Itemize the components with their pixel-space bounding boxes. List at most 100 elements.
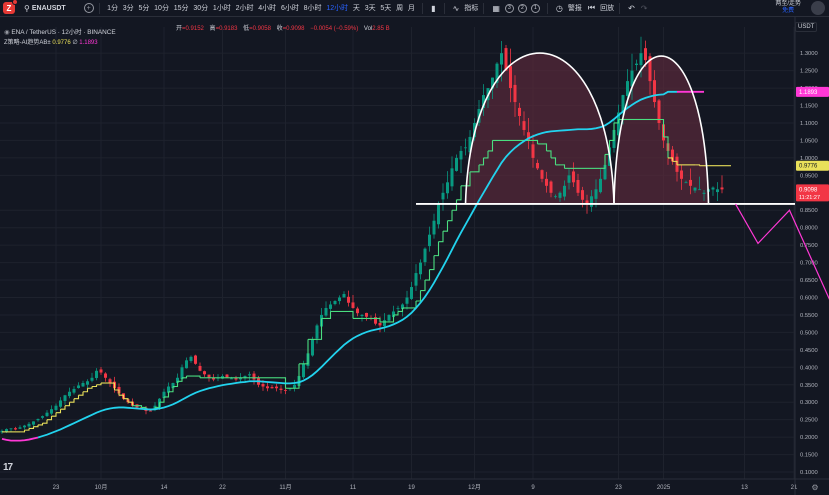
profile-title: 两至/走势	[775, 1, 801, 7]
timeframe-1[interactable]: 3分	[122, 5, 134, 12]
y-tick-label: 0.6000	[800, 296, 818, 302]
candle-body	[626, 81, 629, 96]
left-dome-fill	[465, 53, 614, 204]
timeframe-3[interactable]: 10分	[154, 5, 169, 12]
candle-body	[495, 63, 499, 83]
trend-segment	[168, 386, 174, 393]
timeframe-15[interactable]: 周	[396, 5, 404, 12]
trend-segment	[195, 375, 201, 378]
timeframe-5[interactable]: 30分	[193, 5, 209, 12]
trend-segment	[317, 318, 323, 340]
trend-segment	[87, 386, 93, 389]
candle-body	[509, 66, 512, 89]
price-chart[interactable]: 1.30001.25001.20001.15001.10001.05001.00…	[0, 17, 829, 495]
alert-clock-icon[interactable]: ◷	[555, 3, 563, 13]
candle-body	[504, 48, 508, 71]
symbol-name[interactable]: ENAUSDT	[31, 4, 66, 12]
candle-body	[324, 307, 328, 316]
avatar[interactable]	[811, 1, 825, 15]
trend-segment	[47, 416, 53, 421]
y-tick-label: 0.3500	[800, 383, 818, 389]
timeframe-6[interactable]: 1小时	[212, 5, 231, 12]
indicator-value-magenta: 1.1893	[79, 40, 98, 46]
toolbar-divider	[483, 2, 485, 14]
candle-body	[392, 311, 395, 318]
candle-body	[378, 322, 382, 326]
indicators-icon[interactable]: ∿	[452, 3, 460, 13]
indicator-legend[interactable]: Z策略-AI趋势AB± 0.9776 ∅ 1.1893	[4, 37, 98, 46]
candle-body	[266, 386, 269, 389]
indicator-value-empty: ∅	[72, 40, 78, 46]
trend-segment	[398, 307, 404, 313]
candle-body	[518, 107, 521, 117]
y-tick-label: 1.1000	[800, 121, 818, 127]
candle-body	[513, 84, 517, 103]
timeframe-10[interactable]: 8小时	[303, 5, 322, 12]
candle-body	[576, 179, 580, 193]
x-tick-label: 12月	[468, 484, 481, 491]
candle-body	[536, 162, 539, 169]
timeframe-2[interactable]: 5分	[138, 5, 150, 12]
alert-button[interactable]: 警报	[567, 5, 582, 12]
timeframe-0[interactable]: 1分	[107, 5, 118, 12]
trend-segment	[281, 377, 287, 389]
gear-icon[interactable]: ⚙	[811, 483, 818, 492]
current-price-label-bg	[796, 184, 829, 202]
replay-icon[interactable]: ⏮	[587, 3, 596, 12]
low-value: =0.9058	[249, 26, 271, 32]
timeframe-4[interactable]: 15分	[173, 5, 189, 12]
candle-body	[657, 100, 661, 123]
layout-badge-3[interactable]: 3	[504, 3, 514, 13]
timeframe-9[interactable]: 6小时	[280, 5, 299, 12]
currency-selector[interactable]: USDT	[795, 22, 818, 32]
trend-segment	[182, 376, 188, 379]
timeframe-11[interactable]: 12小时	[326, 5, 349, 12]
trend-segment	[416, 290, 422, 302]
app-logo[interactable]: Z	[3, 0, 18, 14]
timeframe-list: 1分 3分 5分 10分 15分 30分 1小时 2小时 4小时 6小时 8小时 12小时天 3天 5天周…	[105, 3, 418, 13]
tradingview-logo[interactable]: 17	[3, 462, 13, 473]
candle-body	[72, 388, 76, 393]
timeframe-12[interactable]: 天	[352, 5, 360, 12]
timeframe-16[interactable]: 月	[407, 5, 415, 12]
trend-segment	[69, 398, 75, 403]
y-tick-label: 0.2500	[800, 418, 818, 424]
candle-body	[23, 425, 26, 428]
candle-body	[590, 196, 593, 207]
timeframe-13[interactable]: 3天	[364, 5, 376, 12]
search-icon[interactable]: ⚲	[24, 3, 30, 13]
add-symbol-button[interactable]: +	[83, 3, 94, 13]
profile-menu[interactable]: 两至/走势 免费	[775, 1, 801, 15]
candle-body	[455, 157, 458, 171]
layout-grid-icon[interactable]: ▦	[492, 3, 500, 13]
candle-body	[198, 365, 202, 371]
trend-segment	[123, 398, 129, 403]
candle-body	[648, 56, 652, 82]
undo-icon[interactable]: ↶	[628, 3, 635, 13]
timeframe-8[interactable]: 4小时	[258, 5, 277, 12]
indicators-button[interactable]: 指标	[464, 5, 479, 12]
candle-style-icon[interactable]: ▮	[431, 3, 436, 13]
candle-body	[86, 381, 89, 385]
candle-body	[428, 234, 431, 247]
candle-body	[698, 189, 701, 191]
redo-icon[interactable]: ↷	[640, 3, 648, 13]
y-tick-label: 1.1500	[800, 104, 818, 110]
candle-body	[207, 374, 211, 378]
candle-body	[482, 95, 485, 108]
y-tick-label: 1.0000	[800, 156, 818, 162]
candle-body	[338, 297, 341, 302]
candle-body	[585, 200, 589, 204]
top-toolbar: Z ⚲ ENAUSDT + 1分 3分 5分 10分 15分 30分 1小时 2小时 4小时 6小…	[0, 0, 829, 17]
legend-toggle-icon[interactable]: ◉	[4, 29, 10, 36]
chart-pane[interactable]: 1.30001.25001.20001.15001.10001.05001.00…	[0, 17, 829, 495]
close-value: =0.9098	[282, 26, 305, 32]
layout-badge-2[interactable]: 2	[517, 3, 527, 13]
indicator-name: Z策略-AI趋势AB±	[4, 40, 51, 46]
timeframe-14[interactable]: 5天	[380, 5, 392, 12]
chart-legend-title: ◉ ENA / TetherUS · 12小时 · BINANCE	[4, 27, 116, 36]
candle-body	[27, 423, 31, 427]
layout-badge-1[interactable]: 1	[530, 3, 540, 13]
timeframe-7[interactable]: 2小时	[235, 5, 254, 12]
replay-button[interactable]: 回放	[600, 5, 615, 12]
